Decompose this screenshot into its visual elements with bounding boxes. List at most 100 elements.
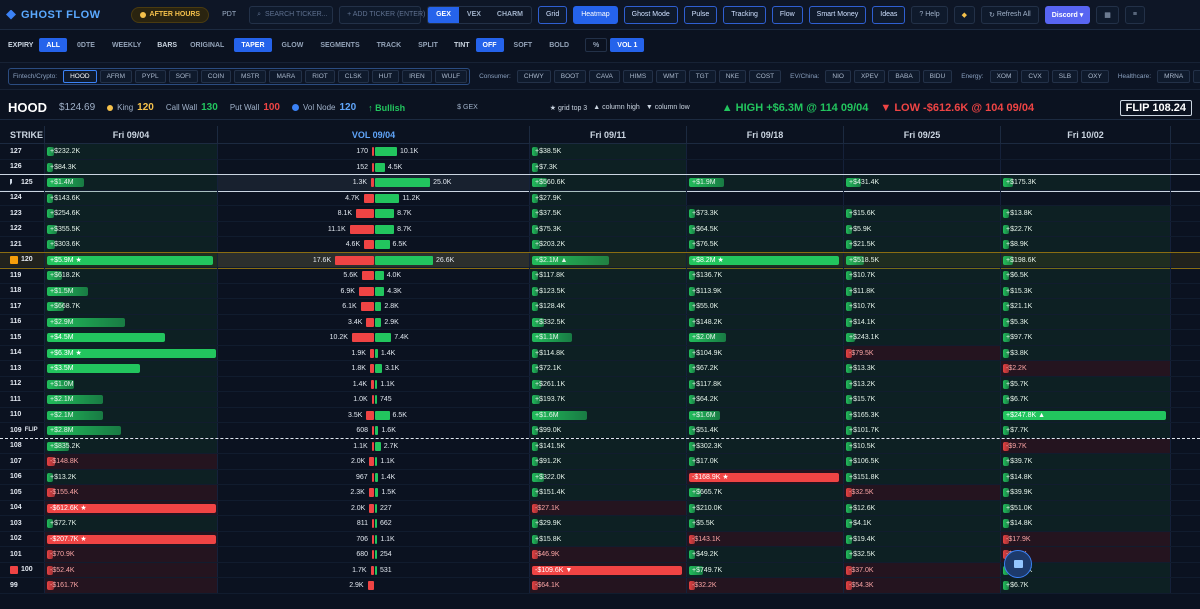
ticker-chip-boot[interactable]: BOOT — [553, 70, 587, 83]
gex-cell[interactable]: -$52.4K — [45, 562, 218, 577]
expiry-cell[interactable]: +$6.7K — [1001, 392, 1171, 407]
vol-cell[interactable]: 811 662 — [218, 516, 530, 531]
ticker-chip-mstr[interactable]: MSTR — [234, 70, 267, 83]
vol-cell[interactable]: 2.9K — [218, 578, 530, 593]
percent-toggle[interactable]: % — [585, 38, 608, 52]
gex-cell[interactable]: +$1.0M — [45, 376, 218, 391]
strike-cell[interactable]: 108 — [0, 438, 45, 453]
gex-cell[interactable]: +$84.3K — [45, 159, 218, 174]
expiry-cell[interactable]: +$198.6K — [1001, 252, 1171, 267]
expiry-cell[interactable]: +$151.4K — [530, 485, 687, 500]
bars-glow[interactable]: GLOW — [281, 41, 304, 49]
vol-cell[interactable]: 1.7K 531 — [218, 562, 530, 577]
view-grid-button[interactable]: Grid — [537, 5, 568, 24]
help-button[interactable]: ? Help — [911, 5, 948, 24]
strike-cell[interactable]: 114 — [0, 345, 45, 360]
strike-cell[interactable]: 107 — [0, 454, 45, 469]
lock-fab-button[interactable] — [1004, 550, 1032, 578]
expiry-cell[interactable]: +$302.3K — [687, 438, 844, 453]
expiry-cell[interactable]: +$49.2K — [687, 547, 844, 562]
bars-track[interactable]: TRACK — [376, 41, 402, 49]
ticker-chip-clsk[interactable]: CLSK — [337, 70, 369, 83]
gex-cell[interactable]: +$2.9M — [45, 314, 218, 329]
tint-bold[interactable]: BOLD — [549, 41, 570, 49]
gex-cell[interactable]: +$143.6K — [45, 190, 218, 205]
expiry-cell[interactable]: -$64.1K — [530, 578, 687, 593]
ticker-chip-pypl[interactable]: PYPL — [135, 70, 166, 83]
expiry-cell[interactable]: +$106.5K — [844, 454, 1001, 469]
mode-vex[interactable]: VEX — [466, 11, 481, 18]
expiry-cell[interactable]: +$97.7K — [1001, 330, 1171, 345]
gex-cell[interactable]: +$355.5K — [45, 221, 218, 236]
strike-cell[interactable]: 113 — [0, 361, 45, 376]
bars-taper[interactable]: TAPER — [234, 38, 272, 52]
expiry-0dte[interactable]: 0DTE — [77, 41, 95, 49]
expiry-cell[interactable]: -$32.5K — [844, 485, 1001, 500]
gex-cell[interactable]: +$1.4M — [45, 175, 218, 190]
strike-cell[interactable]: 106 — [0, 469, 45, 484]
vol-cell[interactable]: 1.0K 745 — [218, 392, 530, 407]
expiry-cell[interactable]: +$67.2K — [687, 361, 844, 376]
gex-cell[interactable]: +$2.1M — [45, 392, 218, 407]
vol-cell[interactable]: 2.3K 1.5K — [218, 485, 530, 500]
view-heatmap-button[interactable]: Heatmap — [573, 5, 618, 24]
strike-cell[interactable]: 105 — [0, 485, 45, 500]
strike-cell[interactable]: 100 — [0, 562, 45, 577]
expiry-cell[interactable]: +$8.9K — [1001, 237, 1171, 252]
expiry-cell[interactable]: +$1.6M — [530, 407, 687, 422]
header-gex-date[interactable]: Fri 09/04 — [45, 126, 218, 143]
expiry-cell[interactable]: +$15.7K — [844, 392, 1001, 407]
vol-cell[interactable]: 706 1.1K — [218, 531, 530, 546]
gex-cell[interactable]: +$232.2K — [45, 144, 218, 159]
expiry-cell[interactable]: +$29.9K — [530, 516, 687, 531]
ticker-chip-hims[interactable]: HIMS — [622, 70, 654, 83]
expiry-cell[interactable]: +$39.7K — [1001, 454, 1171, 469]
vol-cell[interactable]: 6.9K 4.3K — [218, 283, 530, 298]
vol-cell[interactable]: 2.0K 227 — [218, 500, 530, 515]
expiry-cell[interactable]: +$72.1K — [530, 361, 687, 376]
expiry-cell[interactable]: +$123.5K — [530, 283, 687, 298]
expiry-cell[interactable] — [687, 144, 844, 159]
vol-cell[interactable]: 3.4K 2.9K — [218, 314, 530, 329]
strike-cell[interactable]: 112 — [0, 376, 45, 391]
strike-cell[interactable]: 127 — [0, 144, 45, 159]
gex-cell[interactable]: -$155.4K — [45, 485, 218, 500]
expiry-cell[interactable]: +$51.0K — [1001, 500, 1171, 515]
view-flow-button[interactable]: Flow — [771, 5, 803, 24]
expiry-cell[interactable]: +$55.0K — [687, 299, 844, 314]
strike-cell[interactable]: 116 — [0, 314, 45, 329]
expiry-cell[interactable]: +$4.1K — [844, 516, 1001, 531]
expiry-cell[interactable]: +$128.4K — [530, 299, 687, 314]
notifications-button[interactable]: ◆ — [953, 5, 976, 24]
vol-cell[interactable]: 1.8K 3.1K — [218, 361, 530, 376]
expiry-cell[interactable]: +$21.5K — [844, 237, 1001, 252]
ticker-chip-xom[interactable]: XOM — [989, 70, 1019, 83]
gex-cell[interactable]: -$207.7K ★ — [45, 531, 218, 546]
gex-cell[interactable]: +$2.8M — [45, 423, 218, 438]
expiry-cell[interactable]: +$91.2K — [530, 454, 687, 469]
expiry-cell[interactable]: +$1.1M — [530, 330, 687, 345]
expiry-cell[interactable]: -$54.3K — [844, 578, 1001, 593]
expiry-cell[interactable]: +$431.4K — [844, 175, 1001, 190]
gex-cell[interactable]: -$70.9K — [45, 547, 218, 562]
expiry-cell[interactable]: +$13.2K — [844, 376, 1001, 391]
gex-cell[interactable]: +$5.9M ★ — [45, 252, 218, 267]
ticker-chip-sofi[interactable]: SOFI — [168, 70, 198, 83]
expiry-cell[interactable]: +$6.7K — [1001, 578, 1171, 593]
expiry-cell[interactable]: +$13.3K — [844, 361, 1001, 376]
gex-cell[interactable]: -$148.8K — [45, 454, 218, 469]
expiry-weekly[interactable]: WEEKLY — [111, 41, 142, 49]
ticker-chip-wmt[interactable]: WMT — [656, 70, 686, 83]
vol-cell[interactable]: 10.2K 7.4K — [218, 330, 530, 345]
vol-toggle[interactable]: VOL 1 — [610, 38, 645, 52]
expiry-cell[interactable]: -$37.0K — [844, 562, 1001, 577]
expiry-cell[interactable]: +$10.5K — [844, 438, 1001, 453]
vol-cell[interactable]: 17.6K 26.6K — [218, 252, 530, 267]
add-ticker-input[interactable]: + ADD TICKER (ENTER) — [339, 5, 425, 24]
expiry-cell[interactable]: +$165.3K — [844, 407, 1001, 422]
expiry-cell[interactable]: +$27.9K — [530, 190, 687, 205]
expiry-cell[interactable]: +$114.8K — [530, 345, 687, 360]
header-vol-date[interactable]: VOL 09/04 — [218, 126, 530, 143]
vol-cell[interactable]: 170 10.1K — [218, 144, 530, 159]
expiry-cell[interactable]: -$2.2K — [1001, 361, 1171, 376]
